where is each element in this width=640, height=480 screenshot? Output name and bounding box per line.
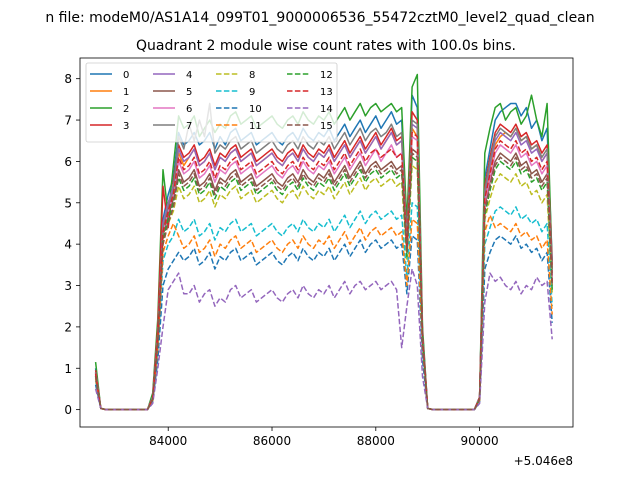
y-tick-label: 2 <box>64 320 72 334</box>
legend-label: 11 <box>249 121 262 132</box>
legend-label: 5 <box>186 87 192 98</box>
legend-item-15: 15 <box>287 121 333 132</box>
legend-item-14: 14 <box>287 104 333 115</box>
legend-label: 6 <box>186 104 192 115</box>
legend-item-4: 4 <box>153 70 192 81</box>
legend-label: 9 <box>249 87 255 98</box>
y-tick-label: 8 <box>64 72 72 86</box>
legend-item-12: 12 <box>287 70 333 81</box>
legend-label: 0 <box>123 70 129 81</box>
legend-item-6: 6 <box>153 104 192 115</box>
legend-item-13: 13 <box>287 87 333 98</box>
x-axis: 84000 86000 88000 90000 <box>149 427 499 448</box>
legend-item-0: 0 <box>90 70 129 81</box>
y-tick-label: 4 <box>64 238 72 252</box>
legend-item-10: 10 <box>216 104 262 115</box>
legend-label: 15 <box>320 121 333 132</box>
y-tick-label: 3 <box>64 279 72 293</box>
y-axis: 0 1 2 3 4 5 6 7 8 <box>64 72 80 417</box>
figure-suptitle: n file: modeM0/AS1A14_099T01_9000006536_… <box>45 10 594 26</box>
legend-item-8: 8 <box>216 70 255 81</box>
legend-item-2: 2 <box>90 104 129 115</box>
y-tick-label: 6 <box>64 155 72 169</box>
legend-item-3: 3 <box>90 121 129 132</box>
chart-title: Quadrant 2 module wise count rates with … <box>136 38 516 54</box>
y-tick-label: 7 <box>64 114 72 128</box>
legend-label: 2 <box>123 104 129 115</box>
legend-label: 13 <box>320 87 333 98</box>
legend-item-1: 1 <box>90 87 129 98</box>
legend-label: 12 <box>320 70 333 81</box>
x-tick-label: 84000 <box>149 434 187 448</box>
legend-frame <box>85 62 338 143</box>
legend-item-9: 9 <box>216 87 255 98</box>
legend-label: 3 <box>123 121 129 132</box>
x-axis-offset-label: +5.046e8 <box>514 454 573 468</box>
x-tick-label: 86000 <box>253 434 291 448</box>
y-tick-label: 5 <box>64 196 72 210</box>
legend-label: 10 <box>249 104 262 115</box>
series-line-14 <box>94 268 553 411</box>
legend-label: 14 <box>320 104 333 115</box>
legend-label: 4 <box>186 70 192 81</box>
legend-label: 7 <box>186 121 192 132</box>
legend-item-7: 7 <box>153 121 192 132</box>
legend-item-5: 5 <box>153 87 192 98</box>
legend-item-11: 11 <box>216 121 262 132</box>
y-tick-label: 1 <box>64 362 72 376</box>
x-tick-label: 88000 <box>357 434 395 448</box>
legend-label: 1 <box>123 87 129 98</box>
series-line-15 <box>94 152 553 411</box>
y-tick-label: 0 <box>64 403 72 417</box>
x-tick-label: 90000 <box>460 434 498 448</box>
plot-frame <box>79 57 574 428</box>
legend-label: 8 <box>249 70 255 81</box>
